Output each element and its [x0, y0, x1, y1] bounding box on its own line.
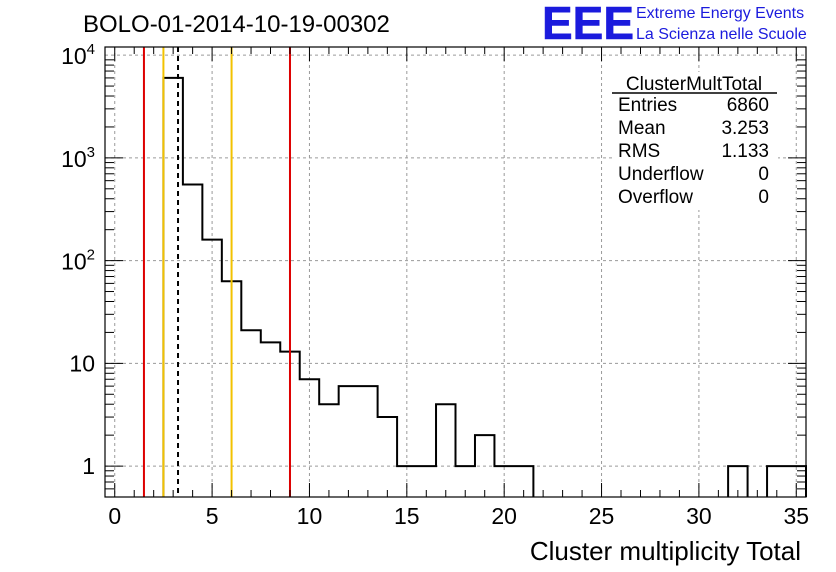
axes-frame — [104, 46, 807, 498]
y-tick-exponent: 3 — [87, 144, 95, 161]
stats-row-value: 0 — [758, 187, 769, 208]
histogram-bin — [183, 185, 202, 497]
histogram-bin — [475, 435, 494, 497]
stats-title: ClusterMultTotal — [626, 74, 762, 95]
stats-rows: Entries 6860 Mean 3.253 RMS 1.133 Underflow 0 Ov… — [618, 95, 769, 208]
y-tick-label: 103 — [61, 144, 95, 172]
y-tick-exponent: 4 — [87, 41, 95, 58]
stats-row-value: 3.253 — [721, 118, 769, 139]
stats-box-bg — [612, 72, 778, 210]
x-tick-label: 15 — [394, 503, 420, 529]
eee-logo: EEE Extreme Energy Events La Scienza nel… — [542, 0, 807, 49]
y-tick-exponent: 2 — [87, 247, 95, 264]
histogram-bin — [261, 342, 280, 497]
logo-line-1: Extreme Energy Events — [636, 5, 804, 22]
histogram-bin — [339, 386, 358, 497]
x-tick-label: 0 — [108, 503, 121, 529]
histogram-bin — [241, 330, 260, 497]
stats-row-label: Underflow — [618, 164, 704, 185]
x-axis-label: Cluster multiplicity Total — [530, 536, 801, 566]
y-tick-label: 10 — [69, 350, 95, 376]
histogram-bin — [436, 404, 455, 497]
logo-line-2: La Scienza nelle Scuole — [636, 26, 807, 43]
run-title: BOLO-01-2014-10-19-00302 — [83, 11, 390, 38]
stats-row-label: RMS — [618, 141, 660, 162]
logo-letters: EEE — [542, 0, 634, 49]
y-tick-label: 1 — [82, 453, 95, 479]
vertical-lines-layer — [142, 47, 291, 497]
y-tick-base: 10 — [61, 249, 87, 275]
stats-row-value: 0 — [758, 164, 769, 185]
x-axis-ticks: 0 5 10 15 20 25 30 35 — [108, 47, 809, 529]
stats-row-value: 6860 — [727, 95, 769, 116]
stats-row-label: Entries — [618, 95, 677, 116]
y-tick-label: 102 — [61, 247, 95, 275]
x-tick-label: 20 — [491, 503, 517, 529]
stats-row-value: 1.133 — [721, 141, 769, 162]
y-tick-label: 104 — [61, 41, 95, 69]
x-tick-label: 10 — [297, 503, 323, 529]
histogram-bin — [358, 386, 377, 497]
stats-row-label: Mean — [618, 118, 666, 139]
x-tick-label: 30 — [686, 503, 712, 529]
histogram-bin — [202, 240, 221, 497]
x-tick-label: 5 — [206, 503, 219, 529]
stats-box: ClusterMultTotal Entries 6860 Mean 3.253 RMS… — [612, 72, 778, 210]
y-tick-base: 10 — [61, 43, 87, 69]
stats-row-label: Overflow — [618, 187, 693, 208]
x-tick-label: 35 — [783, 503, 809, 529]
histogram-bin — [163, 78, 182, 497]
histogram-bin — [300, 379, 319, 497]
y-tick-base: 10 — [61, 146, 87, 172]
histogram-bin — [378, 417, 397, 497]
x-tick-label: 25 — [589, 503, 615, 529]
plot-frame — [104, 46, 807, 498]
histogram-bin — [319, 404, 338, 497]
